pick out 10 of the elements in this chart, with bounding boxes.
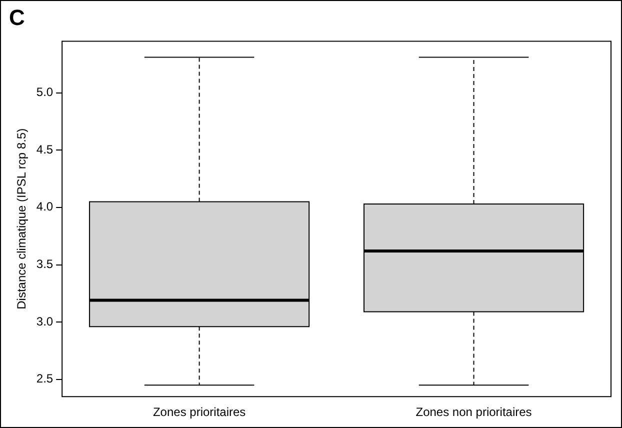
- y-tick-label: 3.5: [36, 257, 54, 272]
- y-tick-label: 4.0: [36, 200, 54, 214]
- x-tick-label: Zones prioritaires: [152, 405, 246, 420]
- text: C: [9, 5, 25, 31]
- y-tick-label: 2.5: [36, 372, 54, 386]
- y-axis-title: Distance climatique (IPSL rcp 8.5): [14, 128, 29, 310]
- y-tick-label: 4.5: [36, 142, 54, 156]
- y-tick-label: 5.0: [36, 85, 54, 100]
- x-tick-label: Zones non prioritaires: [416, 405, 532, 420]
- y-tick-label: 3.0: [36, 314, 54, 328]
